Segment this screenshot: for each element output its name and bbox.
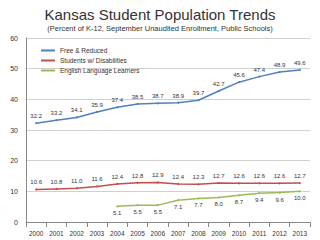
svg-text:2009: 2009 [211, 230, 226, 237]
svg-text:2008: 2008 [191, 230, 206, 237]
svg-text:48.9: 48.9 [274, 62, 286, 68]
svg-text:7.1: 7.1 [174, 204, 183, 210]
svg-text:39.7: 39.7 [193, 90, 205, 96]
svg-text:8.7: 8.7 [235, 199, 244, 205]
svg-text:2011: 2011 [252, 230, 266, 237]
svg-text:2010: 2010 [232, 230, 247, 237]
svg-text:38.5: 38.5 [132, 94, 144, 100]
svg-text:35.9: 35.9 [91, 102, 103, 108]
svg-text:12.7: 12.7 [294, 173, 306, 179]
svg-text:5.5: 5.5 [133, 209, 142, 215]
svg-text:12.8: 12.8 [132, 173, 144, 179]
svg-text:33.2: 33.2 [51, 110, 63, 116]
svg-text:12.6: 12.6 [233, 173, 245, 179]
svg-text:45.6: 45.6 [233, 72, 245, 78]
svg-text:2000: 2000 [29, 230, 44, 237]
svg-text:50: 50 [10, 65, 18, 72]
svg-text:49.6: 49.6 [294, 60, 306, 66]
svg-text:10.8: 10.8 [51, 179, 63, 185]
svg-text:8.0: 8.0 [215, 201, 224, 207]
svg-text:34.1: 34.1 [71, 107, 83, 113]
svg-text:40: 40 [10, 96, 18, 103]
svg-text:English Language Learners: English Language Learners [60, 67, 140, 75]
svg-text:10.0: 10.0 [294, 195, 306, 201]
svg-text:12.9: 12.9 [152, 172, 164, 178]
svg-text:42.7: 42.7 [213, 81, 225, 87]
svg-text:12.4: 12.4 [172, 174, 184, 180]
svg-text:(Percent of K-12, September Un: (Percent of K-12, September Unaudited En… [47, 24, 273, 33]
svg-text:2007: 2007 [171, 230, 186, 237]
svg-text:38.9: 38.9 [172, 93, 184, 99]
svg-text:2002: 2002 [69, 230, 84, 237]
svg-text:Students w/ Disabilities: Students w/ Disabilities [60, 57, 128, 64]
svg-text:11.0: 11.0 [71, 178, 83, 184]
svg-text:47.4: 47.4 [253, 67, 265, 73]
svg-text:9.4: 9.4 [255, 197, 264, 203]
svg-text:9.6: 9.6 [275, 197, 284, 203]
svg-text:Kansas Student Population Tren: Kansas Student Population Trends [45, 6, 276, 23]
svg-text:30: 30 [10, 127, 18, 134]
svg-text:2006: 2006 [151, 230, 166, 237]
svg-text:2004: 2004 [110, 230, 125, 237]
svg-text:12.3: 12.3 [193, 174, 205, 180]
svg-text:10: 10 [10, 188, 18, 195]
svg-text:5.5: 5.5 [154, 209, 163, 215]
svg-text:2005: 2005 [130, 230, 145, 237]
svg-text:0: 0 [14, 219, 18, 226]
svg-text:Free & Reduced: Free & Reduced [60, 47, 108, 54]
svg-text:38.7: 38.7 [152, 93, 164, 99]
svg-text:32.2: 32.2 [30, 113, 42, 119]
svg-text:2012: 2012 [272, 230, 287, 237]
svg-text:2001: 2001 [49, 230, 64, 237]
svg-text:37.4: 37.4 [111, 97, 123, 103]
svg-text:2003: 2003 [90, 230, 105, 237]
svg-text:2013: 2013 [293, 230, 308, 237]
svg-text:20: 20 [10, 157, 18, 164]
svg-text:12.7: 12.7 [213, 173, 225, 179]
svg-text:5.1: 5.1 [113, 210, 122, 216]
svg-text:12.6: 12.6 [274, 173, 286, 179]
svg-text:12.6: 12.6 [253, 173, 265, 179]
svg-text:7.7: 7.7 [194, 202, 203, 208]
svg-text:60: 60 [10, 35, 18, 42]
svg-text:10.6: 10.6 [30, 179, 42, 185]
svg-text:11.6: 11.6 [91, 176, 103, 182]
svg-text:12.4: 12.4 [111, 174, 123, 180]
